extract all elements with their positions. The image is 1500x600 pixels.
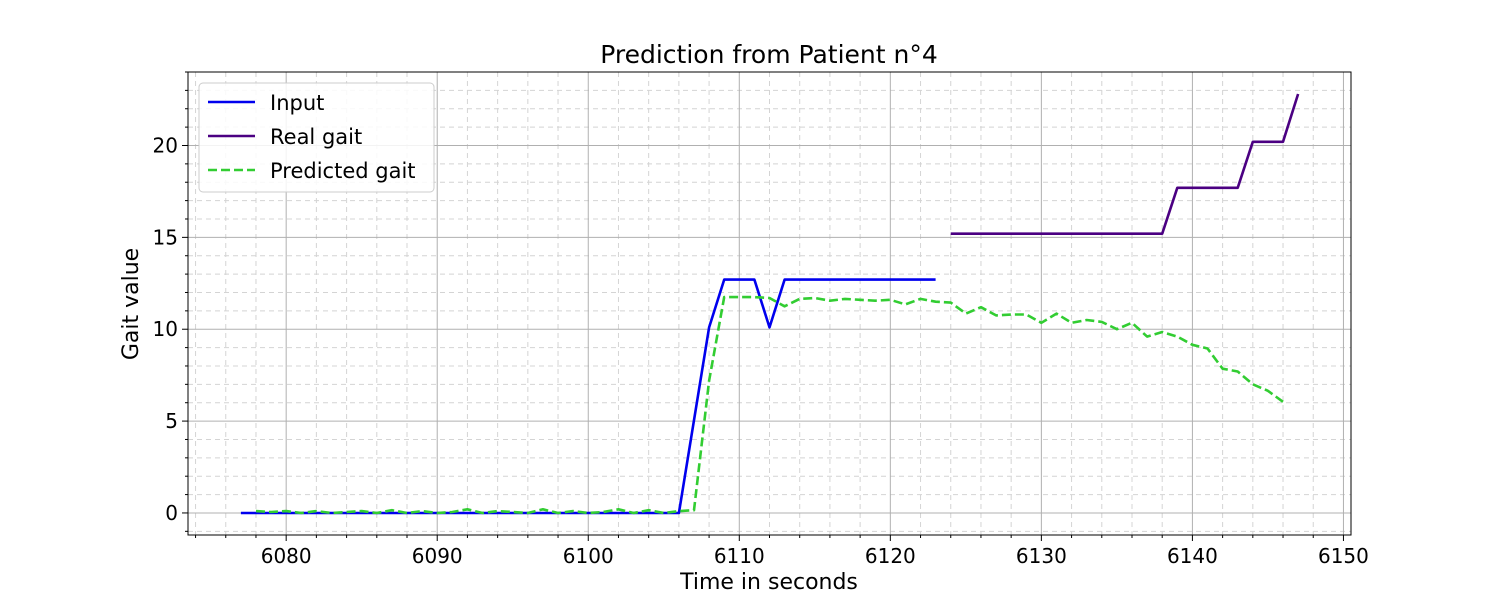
y-tick-label: 10	[153, 317, 178, 341]
x-tick-label: 6090	[412, 544, 463, 568]
series-layer	[240, 93, 1300, 515]
x-axis-label: Time in seconds	[679, 570, 858, 595]
x-tick-label: 6140	[1167, 544, 1218, 568]
x-tick-label: 6080	[261, 544, 312, 568]
y-tick-label: 0	[165, 501, 178, 525]
x-tick-label: 6100	[563, 544, 614, 568]
legend-label-predicted-gait: Predicted gait	[270, 159, 416, 183]
legend-label-input: Input	[270, 91, 324, 115]
legend-box	[198, 82, 435, 193]
y-tick-label: 5	[165, 409, 178, 433]
x-tick-label: 6110	[714, 544, 765, 568]
x-tick-label: 6150	[1318, 544, 1369, 568]
axis-ticks: 6080 6090 6100 6110 6120 6130 6140 6150 0 5 10 15 20	[153, 71, 1369, 568]
x-tick-label: 6120	[865, 544, 916, 568]
chart-title: Prediction from Patient n°4	[600, 40, 938, 69]
y-tick-label: 15	[153, 225, 178, 249]
x-tick-label: 6130	[1016, 544, 1067, 568]
y-tick-label: 20	[153, 133, 178, 157]
series-line-predicted-gait	[255, 295, 1284, 515]
series-line-input	[240, 278, 936, 515]
plot-area-frame	[187, 71, 1352, 536]
y-axis-label: Gait value	[119, 248, 144, 360]
legend: Input Real gait Predicted gait	[198, 82, 435, 193]
legend-label-real-gait: Real gait	[270, 125, 362, 149]
series-line-real-gait	[950, 93, 1300, 235]
